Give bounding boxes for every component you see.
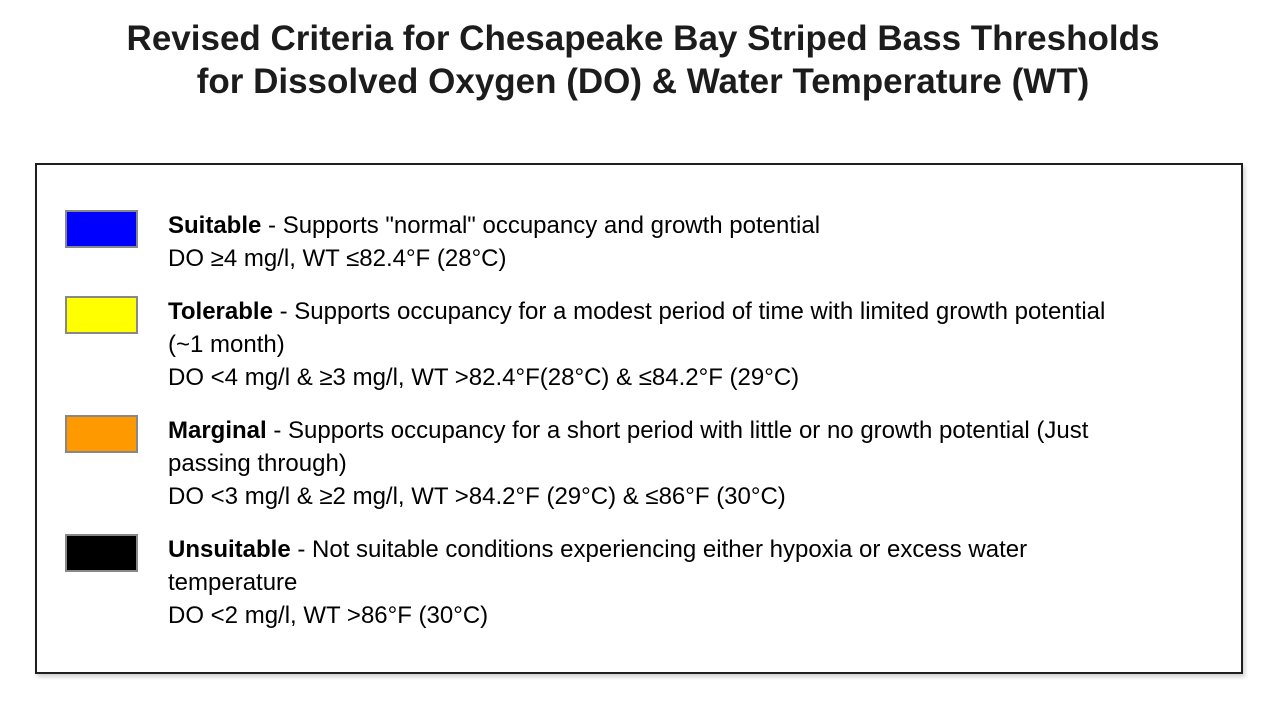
legend-desc-rest: - Supports occupancy for a modest period… — [272, 298, 1106, 325]
legend-criteria: DO ≥4 mg/l, WT ≤82.4°F (28°C) — [168, 245, 507, 272]
legend-row-tolerable: Tolerable - Supports occupancy for a mod… — [65, 295, 1221, 394]
unsuitable-color-swatch — [65, 534, 138, 572]
legend-desc-rest: - Supports occupancy for a short period … — [266, 417, 1089, 444]
legend-text-suitable: Suitable - Supports "normal" occupancy a… — [168, 209, 820, 275]
legend-label: Suitable — [168, 212, 262, 239]
legend-text-marginal: Marginal - Supports occupancy for a shor… — [168, 414, 1088, 513]
legend-text-tolerable: Tolerable - Supports occupancy for a mod… — [168, 295, 1105, 394]
legend-desc-line1: Tolerable - Supports occupancy for a mod… — [168, 295, 1105, 328]
legend-label: Marginal — [168, 417, 267, 444]
legend-desc-line2: passing through) — [168, 450, 347, 477]
page-title: Revised Criteria for Chesapeake Bay Stri… — [0, 17, 1286, 103]
legend-desc-rest: - Supports "normal" occupancy and growth… — [261, 212, 821, 239]
legend-desc-line1: Marginal - Supports occupancy for a shor… — [168, 414, 1088, 447]
legend-row-suitable: Suitable - Supports "normal" occupancy a… — [65, 209, 1221, 275]
legend-desc-line1: Suitable - Supports "normal" occupancy a… — [168, 209, 820, 242]
criteria-legend-box: Suitable - Supports "normal" occupancy a… — [35, 163, 1243, 674]
legend-label: Unsuitable — [168, 536, 291, 563]
legend-label: Tolerable — [168, 298, 273, 325]
suitable-color-swatch — [65, 210, 138, 248]
legend-row-marginal: Marginal - Supports occupancy for a shor… — [65, 414, 1221, 513]
title-line-2: for Dissolved Oxygen (DO) & Water Temper… — [196, 62, 1090, 101]
legend-text-unsuitable: Unsuitable - Not suitable conditions exp… — [168, 533, 1027, 632]
legend-criteria: DO <4 mg/l & ≥3 mg/l, WT >82.4°F(28°C) &… — [168, 364, 800, 391]
legend-row-unsuitable: Unsuitable - Not suitable conditions exp… — [65, 533, 1221, 632]
legend-desc-line2: (~1 month) — [168, 331, 285, 358]
marginal-color-swatch — [65, 415, 138, 453]
tolerable-color-swatch — [65, 296, 138, 334]
legend-desc-line1: Unsuitable - Not suitable conditions exp… — [168, 533, 1027, 566]
legend-desc-rest: - Not suitable conditions experiencing e… — [290, 536, 1028, 563]
title-line-1: Revised Criteria for Chesapeake Bay Stri… — [126, 19, 1160, 58]
legend-criteria: DO <3 mg/l & ≥2 mg/l, WT >84.2°F (29°C) … — [168, 483, 786, 510]
legend-desc-line2: temperature — [168, 569, 298, 596]
legend-criteria: DO <2 mg/l, WT >86°F (30°C) — [168, 602, 489, 629]
